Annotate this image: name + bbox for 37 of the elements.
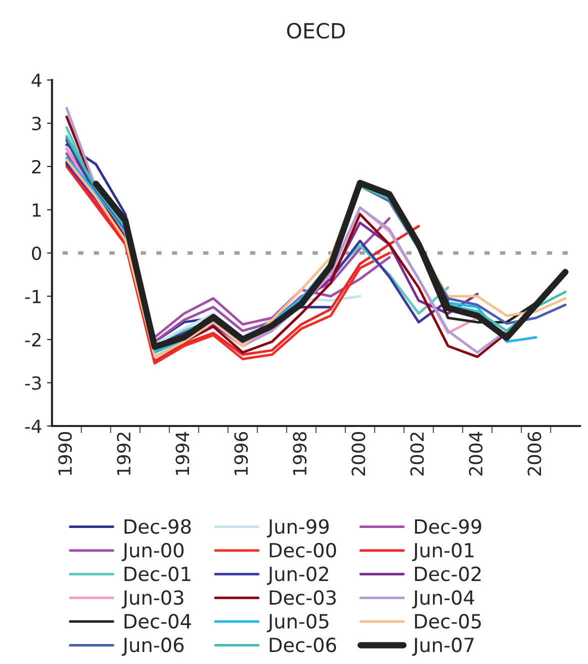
legend-label: Jun-04 [412, 590, 474, 609]
legend-label: Dec-98 [124, 519, 191, 534]
legend-label: Dec-02 [415, 566, 481, 582]
y-tick-label: -1 [25, 290, 41, 304]
y-tick-label: 0 [32, 246, 42, 260]
y-tick-label: 2 [32, 160, 40, 174]
y-tick-label: 1 [32, 203, 41, 217]
x-tick-label: 2002 [410, 432, 424, 476]
legend-label: Jun-02 [266, 566, 328, 585]
legend-label: Dec-99 [415, 519, 482, 534]
y-tick-label: -4 [25, 420, 42, 433]
legend-label: Dec-04 [124, 614, 191, 629]
x-tick-label: 1992 [116, 432, 131, 475]
y-tick-label: -2 [25, 332, 40, 346]
x-tick-label: 2006 [528, 432, 542, 476]
y-tick-label: 4 [32, 74, 42, 87]
legend-label: Dec-00 [270, 542, 336, 558]
legend-label: Jun-06 [122, 638, 184, 656]
x-tick-label: 1998 [292, 432, 307, 475]
y-tick-label: -3 [25, 376, 41, 390]
x-tick-label: 1990 [58, 432, 72, 475]
legend-label: Jun-05 [266, 614, 328, 632]
x-tick-label: 1996 [234, 432, 248, 475]
chart-title: OECD [287, 22, 345, 39]
legend-label: Jun-07 [412, 638, 474, 656]
y-tick-label: 3 [32, 116, 41, 130]
legend-label: Dec-03 [270, 590, 336, 605]
x-tick-label: 1994 [176, 432, 190, 475]
legend-label: Jun-01 [412, 542, 474, 562]
x-tick-label: 2000 [352, 432, 366, 476]
legend-label: Dec-06 [270, 638, 336, 652]
legend-label: Jun-99 [266, 519, 329, 538]
legend-label: Jun-00 [122, 542, 184, 562]
x-tick-label: 2004 [468, 432, 483, 476]
legend-label: Dec-01 [124, 566, 190, 582]
legend-label: Dec-05 [415, 614, 481, 629]
legend-label: Jun-03 [122, 590, 184, 609]
